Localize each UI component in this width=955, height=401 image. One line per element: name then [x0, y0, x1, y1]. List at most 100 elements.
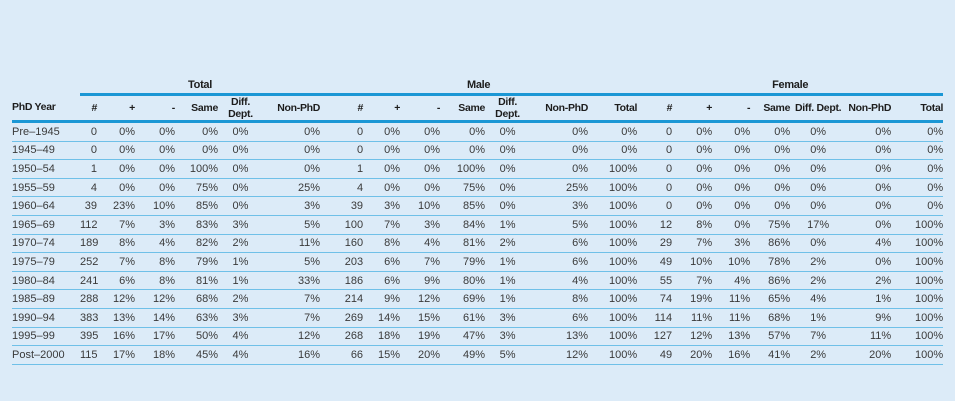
- value-cell: 0%: [846, 215, 892, 235]
- value-cell: 4%: [712, 271, 751, 291]
- value-cell: 0%: [218, 178, 263, 198]
- value-cell: 3%: [363, 196, 401, 216]
- phd-year-cell: 1945–49: [12, 141, 80, 161]
- value-cell: 4%: [790, 289, 847, 309]
- value-cell: 39: [80, 196, 97, 216]
- value-cell: 0%: [530, 141, 589, 161]
- column-header-female-#: #: [637, 94, 672, 123]
- group-female: Female: [637, 76, 944, 96]
- value-cell: 0%: [135, 178, 175, 198]
- value-cell: 100%: [891, 289, 944, 309]
- value-cell: 100%: [891, 271, 944, 291]
- value-cell: 0%: [891, 178, 944, 198]
- value-cell: 100: [320, 215, 364, 235]
- value-cell: 84%: [440, 215, 486, 235]
- column-header-total-#: #: [80, 94, 97, 123]
- value-cell: 0%: [263, 121, 321, 142]
- value-cell: 15%: [400, 308, 441, 328]
- value-cell: 252: [80, 252, 98, 272]
- value-cell: 0%: [712, 178, 751, 198]
- value-cell: 19%: [400, 327, 441, 347]
- value-cell: 75%: [750, 215, 791, 235]
- phd-year-cell: 1965–69: [12, 215, 80, 235]
- value-cell: 2%: [218, 289, 263, 309]
- value-cell: 79%: [440, 252, 486, 272]
- value-cell: 0: [637, 178, 673, 198]
- value-cell: 66: [320, 345, 364, 365]
- value-cell: 4%: [846, 234, 892, 254]
- value-cell: 55: [637, 271, 673, 291]
- value-cell: 0%: [712, 196, 751, 216]
- value-cell: 7%: [363, 215, 401, 235]
- value-cell: 0%: [400, 121, 441, 142]
- value-cell: 0%: [135, 141, 175, 161]
- value-cell: 0%: [891, 121, 944, 142]
- value-cell: 11%: [263, 234, 321, 254]
- value-cell: 0: [320, 121, 364, 142]
- column-header-female-diff-dept-: Diff. Dept.: [790, 94, 847, 123]
- value-cell: 16%: [263, 345, 321, 365]
- value-cell: 100%: [891, 234, 944, 254]
- value-cell: 2%: [790, 271, 847, 291]
- value-cell: 3%: [263, 196, 321, 216]
- value-cell: 4: [320, 178, 364, 198]
- value-cell: 68%: [175, 289, 218, 309]
- value-cell: 100%: [588, 345, 638, 365]
- phd-year-cell: 1990–94: [12, 308, 80, 328]
- value-cell: 1%: [790, 308, 847, 328]
- column-header-total-same: Same: [175, 94, 218, 123]
- table-row: 1960–64 39 23% 10% 85% 0% 3% 39 3% 10% 85% 0% 3% 100%…: [12, 196, 944, 216]
- column-header-male-non-phd: Non-PhD: [530, 94, 588, 123]
- value-cell: 20%: [846, 345, 892, 365]
- value-cell: 0%: [891, 159, 944, 179]
- value-cell: 17%: [135, 327, 175, 347]
- value-cell: 1%: [218, 252, 263, 272]
- value-cell: 100%: [588, 327, 638, 347]
- value-cell: 3%: [485, 308, 531, 328]
- value-cell: 0%: [400, 141, 441, 161]
- value-cell: 19%: [672, 289, 713, 309]
- value-cell: 0%: [400, 159, 441, 179]
- value-cell: 14%: [135, 308, 175, 328]
- value-cell: 7%: [97, 215, 135, 235]
- value-cell: 1%: [485, 271, 531, 291]
- value-cell: 3%: [400, 215, 441, 235]
- value-cell: 7%: [400, 252, 441, 272]
- value-cell: 13%: [712, 327, 751, 347]
- value-cell: 2%: [790, 345, 847, 365]
- value-cell: 0%: [712, 121, 751, 142]
- value-cell: 6%: [530, 252, 589, 272]
- value-cell: 0%: [263, 159, 321, 179]
- value-cell: 214: [320, 289, 364, 309]
- value-cell: 383: [80, 308, 98, 328]
- value-cell: 100%: [891, 215, 944, 235]
- table-row: 1945–49 0 0% 0% 0% 0% 0% 0 0% 0% 0% 0% 0% 0% 0 0% 0% 0% 0%…: [12, 141, 944, 161]
- phd-year-cell: 1950–54: [12, 159, 80, 179]
- value-cell: 0: [637, 196, 673, 216]
- value-cell: 0%: [846, 159, 892, 179]
- column-header-total-diff-dept-: Diff. Dept.: [218, 94, 263, 123]
- value-cell: 0%: [175, 141, 218, 161]
- value-cell: 6%: [363, 271, 401, 291]
- value-cell: 14%: [363, 308, 401, 328]
- value-cell: 7%: [672, 271, 713, 291]
- value-cell: 0%: [440, 121, 486, 142]
- value-cell: 63%: [175, 308, 218, 328]
- value-cell: 3%: [218, 215, 263, 235]
- value-cell: 1%: [485, 215, 531, 235]
- value-cell: 12: [637, 215, 673, 235]
- value-cell: 0%: [790, 159, 847, 179]
- value-cell: 33%: [263, 271, 321, 291]
- value-cell: 80%: [440, 271, 486, 291]
- value-cell: 8%: [135, 252, 175, 272]
- value-cell: 186: [320, 271, 364, 291]
- value-cell: 3%: [218, 308, 263, 328]
- group-header-row: Total Male Female: [12, 76, 944, 96]
- value-cell: 100%: [588, 271, 638, 291]
- value-cell: 13%: [97, 308, 135, 328]
- value-cell: 0: [320, 141, 364, 161]
- value-cell: 100%: [891, 327, 944, 347]
- value-cell: 100%: [891, 345, 944, 365]
- value-cell: 2%: [218, 234, 263, 254]
- value-cell: 0%: [530, 121, 589, 142]
